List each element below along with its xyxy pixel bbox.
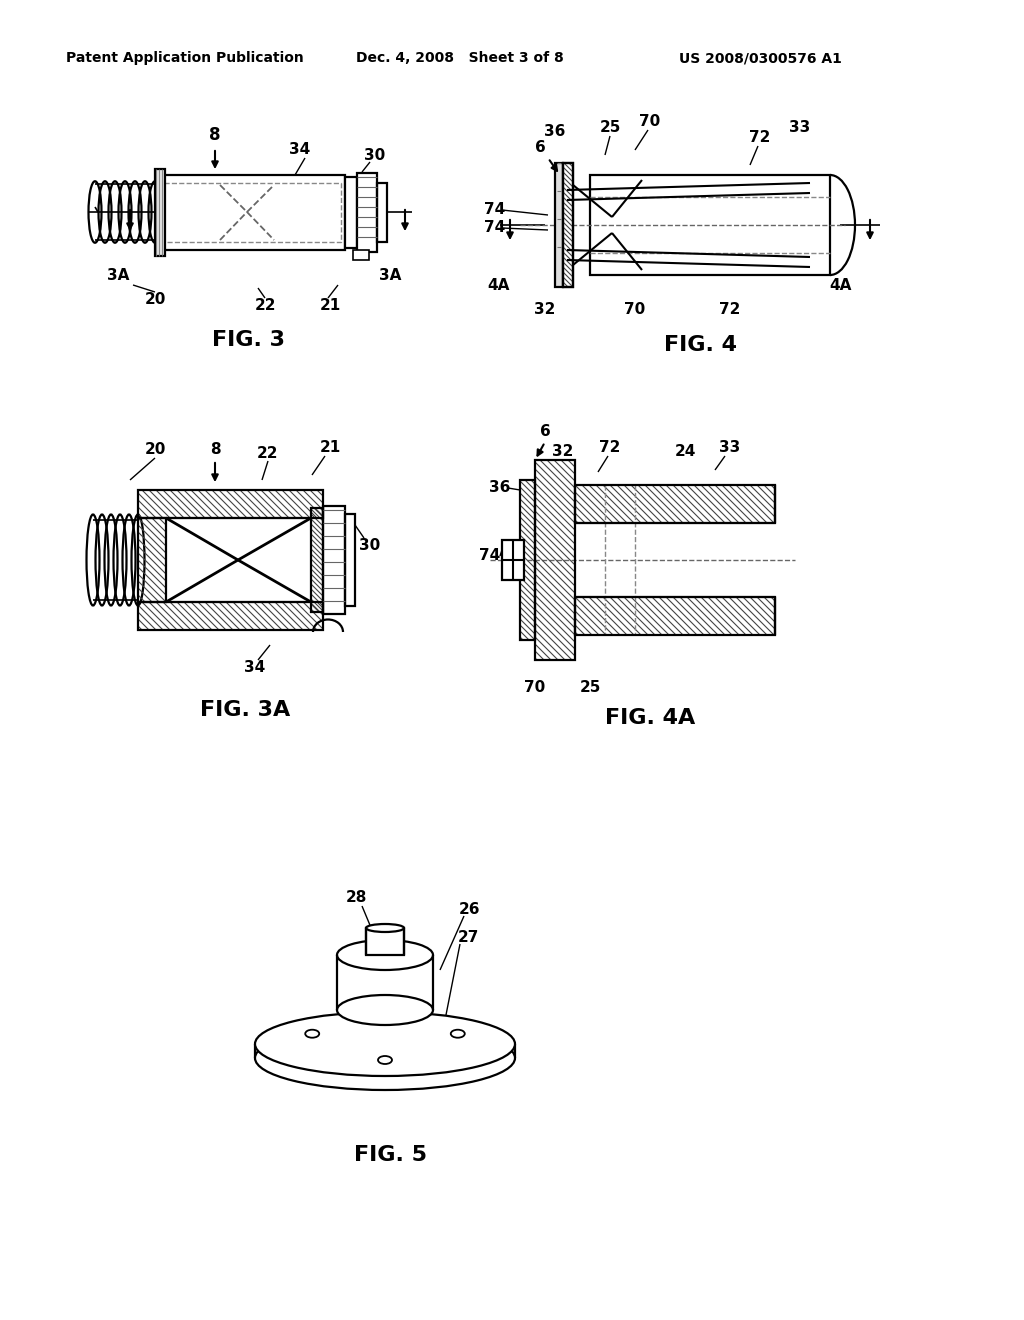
Text: 21: 21 xyxy=(319,297,341,313)
Bar xyxy=(377,183,387,242)
Bar xyxy=(563,162,573,286)
Text: 25: 25 xyxy=(580,681,601,696)
Text: Patent Application Publication: Patent Application Publication xyxy=(67,51,304,65)
Ellipse shape xyxy=(366,924,404,932)
Bar xyxy=(353,249,369,260)
Ellipse shape xyxy=(255,1026,515,1090)
Ellipse shape xyxy=(451,1030,465,1038)
Text: FIG. 3A: FIG. 3A xyxy=(200,700,290,719)
Text: 72: 72 xyxy=(599,441,621,455)
Text: 33: 33 xyxy=(720,441,740,455)
Text: 28: 28 xyxy=(345,891,367,906)
Text: FIG. 5: FIG. 5 xyxy=(353,1144,427,1166)
Text: 24: 24 xyxy=(675,445,695,459)
Bar xyxy=(345,513,355,606)
Text: 8: 8 xyxy=(210,442,220,458)
Bar xyxy=(366,928,404,954)
Bar xyxy=(323,506,345,614)
Text: 36: 36 xyxy=(545,124,565,140)
Ellipse shape xyxy=(378,1056,392,1064)
Text: 72: 72 xyxy=(719,302,740,318)
Bar xyxy=(535,459,575,660)
Text: 22: 22 xyxy=(254,297,275,313)
Text: FIG. 4A: FIG. 4A xyxy=(605,708,695,729)
Ellipse shape xyxy=(337,995,433,1026)
Bar xyxy=(160,176,345,249)
Text: 26: 26 xyxy=(459,903,480,917)
Text: 74: 74 xyxy=(484,220,506,235)
Text: 20: 20 xyxy=(144,442,166,458)
Bar xyxy=(155,169,165,256)
Text: 70: 70 xyxy=(524,681,546,696)
Bar xyxy=(563,162,573,286)
Text: 74: 74 xyxy=(484,202,506,218)
Bar xyxy=(555,162,563,286)
Bar xyxy=(520,480,535,640)
Text: 33: 33 xyxy=(790,120,811,136)
Text: FIG. 3: FIG. 3 xyxy=(212,330,285,350)
Text: 4A: 4A xyxy=(486,277,509,293)
Bar xyxy=(590,176,830,275)
Text: 32: 32 xyxy=(535,302,556,318)
Text: 36: 36 xyxy=(489,480,511,495)
Bar xyxy=(575,484,775,523)
Text: 22: 22 xyxy=(257,446,279,461)
Text: US 2008/0300576 A1: US 2008/0300576 A1 xyxy=(679,51,842,65)
Text: 70: 70 xyxy=(625,302,645,318)
Text: FIG. 4: FIG. 4 xyxy=(664,335,736,355)
Text: 3A: 3A xyxy=(106,268,129,282)
Text: 30: 30 xyxy=(365,148,386,162)
Text: 34: 34 xyxy=(290,143,310,157)
Bar xyxy=(138,602,323,630)
Text: 8: 8 xyxy=(209,125,221,144)
Bar xyxy=(164,183,341,242)
Bar xyxy=(311,508,323,612)
Text: 4A: 4A xyxy=(828,277,851,293)
Bar xyxy=(138,490,323,517)
Text: 6: 6 xyxy=(540,425,550,440)
Text: 25: 25 xyxy=(599,120,621,136)
Bar xyxy=(138,517,166,602)
Text: 72: 72 xyxy=(750,131,771,145)
Text: 34: 34 xyxy=(245,660,265,676)
Text: 21: 21 xyxy=(319,441,341,455)
Ellipse shape xyxy=(305,1030,319,1038)
Text: 30: 30 xyxy=(359,537,381,553)
Text: 27: 27 xyxy=(458,931,478,945)
Ellipse shape xyxy=(255,1012,515,1076)
Bar xyxy=(575,523,775,597)
Bar xyxy=(575,597,775,635)
Bar xyxy=(502,540,524,579)
Ellipse shape xyxy=(337,940,433,970)
Bar xyxy=(345,177,357,248)
Text: Dec. 4, 2008   Sheet 3 of 8: Dec. 4, 2008 Sheet 3 of 8 xyxy=(356,51,564,65)
Text: 3A: 3A xyxy=(379,268,401,282)
Text: 70: 70 xyxy=(639,115,660,129)
Bar xyxy=(166,517,311,602)
Text: 20: 20 xyxy=(144,293,166,308)
Bar xyxy=(357,173,377,252)
Text: 32: 32 xyxy=(552,445,573,459)
Text: 74: 74 xyxy=(479,549,501,564)
Text: 6: 6 xyxy=(535,140,546,156)
